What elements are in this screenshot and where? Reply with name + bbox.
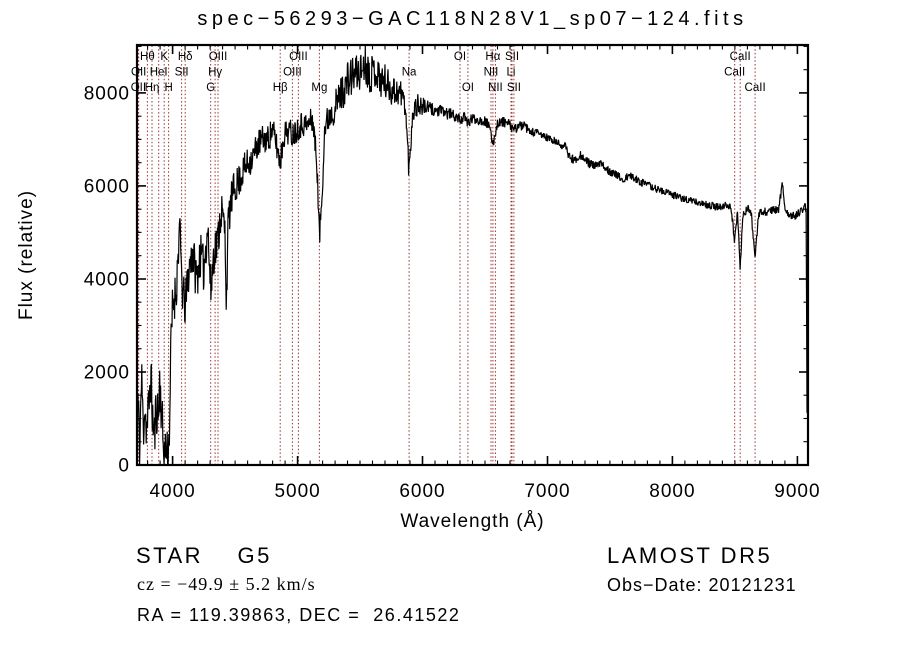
line-label-Hγ: Hγ — [208, 67, 222, 79]
y-tick-6000: 6000 — [84, 176, 130, 197]
line-label-SII: SII — [175, 67, 189, 79]
line-label-CaII: CaII — [730, 51, 751, 63]
y-tick-0: 0 — [118, 456, 130, 477]
line-label-K: K — [160, 51, 168, 63]
classification-label: STAR G5 — [136, 543, 272, 568]
line-label-Hη: Hη — [145, 82, 160, 94]
page-title: spec−56293−GAC118N28V1_sp07−124.fits — [197, 8, 748, 30]
y-tick-4000: 4000 — [84, 270, 130, 291]
line-label-NII: NII — [488, 82, 503, 94]
obs-date-label: Obs−Date: 20121231 — [607, 575, 797, 595]
line-label-NII: NII — [484, 67, 499, 79]
x-tick-6000: 6000 — [399, 481, 445, 502]
line-label-G: G — [206, 82, 215, 94]
line-label-OII: OII — [131, 67, 146, 79]
spectrum-chart: OIIOIIHθHηHeIKHSIIHδGHγOIIIHβOIIIOIIIMgN… — [16, 43, 820, 532]
x-tick-9000: 9000 — [774, 481, 820, 502]
line-label-Hβ: Hβ — [273, 82, 288, 94]
line-label-Na: Na — [402, 67, 417, 79]
x-tick-8000: 8000 — [649, 481, 695, 502]
line-label-Hδ: Hδ — [178, 51, 193, 63]
line-label-H: H — [164, 82, 172, 94]
plot-border — [135, 43, 810, 467]
y-axis-title: Flux (relative) — [16, 190, 37, 320]
x-tick-7000: 7000 — [524, 481, 570, 502]
line-label-OIII: OIII — [209, 51, 228, 63]
y-tick-2000: 2000 — [84, 363, 130, 384]
y-tick-8000: 8000 — [84, 83, 130, 104]
line-label-OII: OII — [131, 82, 146, 94]
spectral-line-labels: OIIOIIHθHηHeIKHSIIHδGHγOIIIHβOIIIOIIIMgN… — [131, 51, 766, 94]
line-label-SII: SII — [507, 82, 521, 94]
line-label-OI: OI — [462, 82, 474, 94]
line-label-HeI: HeI — [150, 67, 168, 79]
radial-velocity-label: cz = −49.9 ± 5.2 km/s — [137, 574, 316, 594]
x-tick-5000: 5000 — [274, 481, 320, 502]
y-tick-labels: 0 2000 4000 6000 8000 — [84, 83, 130, 477]
line-label-Hθ: Hθ — [140, 51, 155, 63]
x-axis-title: Wavelength (Å) — [400, 511, 544, 532]
line-label-OIII: OIII — [289, 51, 308, 63]
line-label-CaII: CaII — [724, 67, 745, 79]
coordinates-label: RA = 119.39863, DEC = 26.41522 — [137, 605, 461, 625]
line-label-Mg: Mg — [311, 82, 327, 94]
line-label-Hα: Hα — [485, 51, 500, 63]
line-label-SII: SII — [505, 51, 519, 63]
line-label-Li: Li — [507, 67, 516, 79]
spectrum-curve — [136, 45, 808, 466]
axis-ticks — [137, 45, 808, 466]
line-label-CaII: CaII — [745, 82, 766, 94]
x-tick-4000: 4000 — [149, 481, 195, 502]
x-tick-labels: 4000 5000 6000 7000 8000 9000 — [149, 481, 820, 502]
line-label-OI: OI — [454, 51, 466, 63]
line-label-OIII: OIII — [283, 67, 302, 79]
survey-label: LAMOST DR5 — [607, 543, 773, 568]
